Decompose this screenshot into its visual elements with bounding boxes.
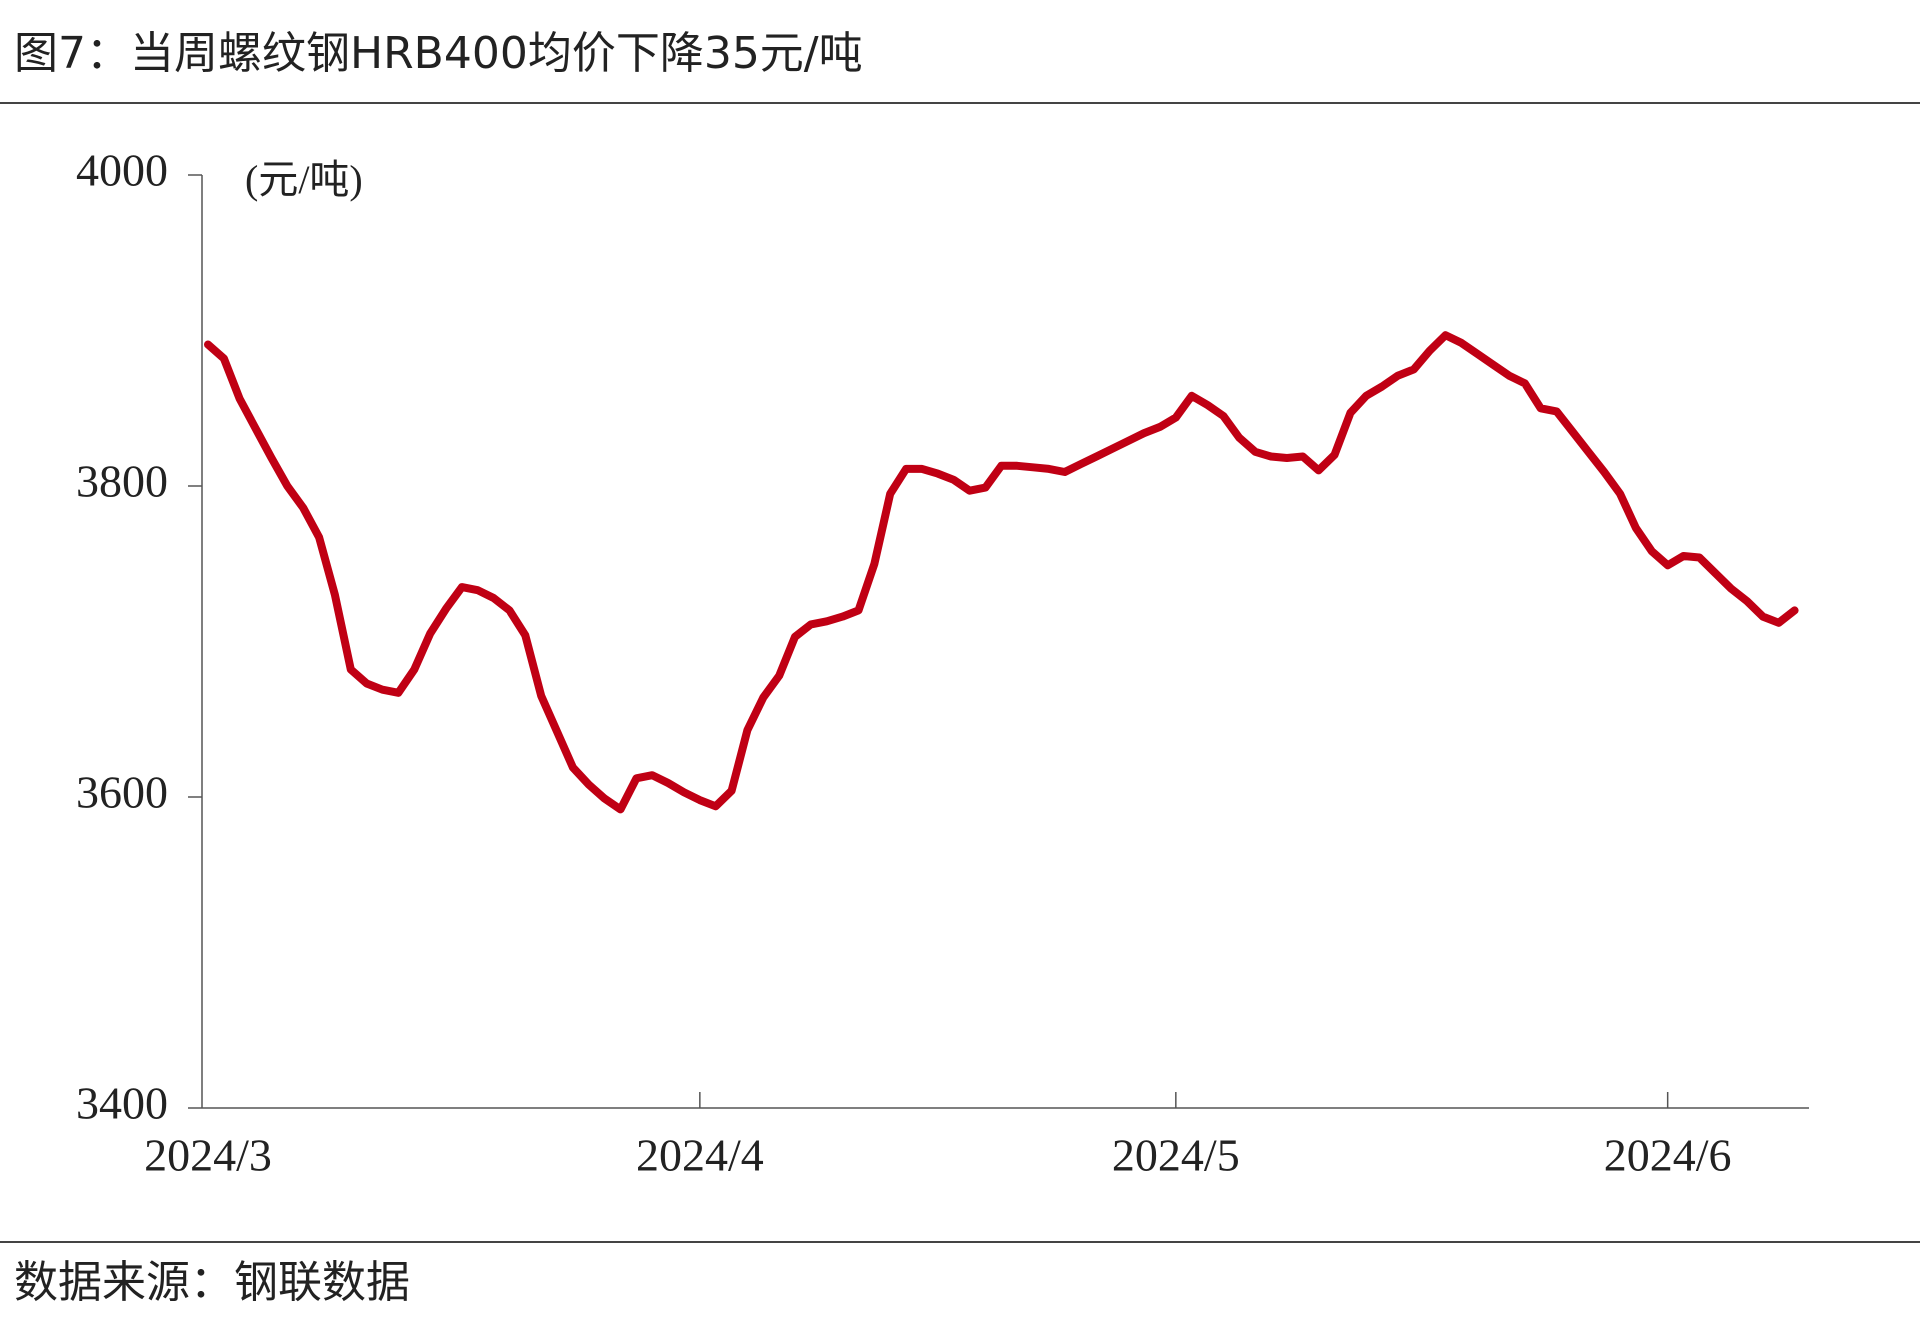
y-tick-label: 4000 xyxy=(76,145,168,196)
x-tick-label: 2024/6 xyxy=(1604,1130,1732,1181)
y-tick-label: 3600 xyxy=(76,767,168,818)
x-tick-label: 2024/3 xyxy=(144,1130,272,1181)
y-tick-label: 3800 xyxy=(76,456,168,507)
y-tick-label: 3400 xyxy=(76,1078,168,1129)
y-axis-label: (元/吨) xyxy=(245,157,363,202)
x-tick-label: 2024/5 xyxy=(1112,1130,1240,1181)
source-note: 数据来源：钢联数据 xyxy=(14,1257,410,1308)
data-line xyxy=(204,331,1799,814)
chart-title: 图7：当周螺纹钢HRB400均价下降35元/吨 xyxy=(14,28,863,79)
x-tick-label: 2024/4 xyxy=(636,1130,764,1181)
